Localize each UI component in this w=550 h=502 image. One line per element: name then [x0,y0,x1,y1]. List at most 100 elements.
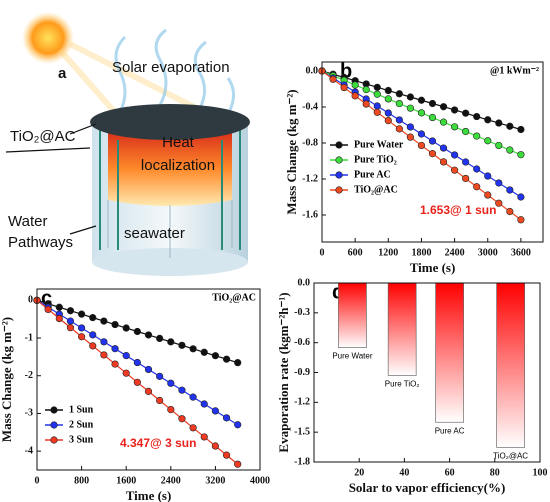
data-point [77,333,86,341]
data-point [428,137,437,145]
data-point [144,331,153,339]
x-tick-label: 2400 [445,247,465,258]
x-tick-label: 2400 [161,475,181,486]
x-axis-title: Time (s) [126,488,172,502]
illustration-text: Water [8,213,47,230]
section-line [107,200,233,258]
data-point [100,317,108,325]
data-point [395,116,403,124]
data-point [89,342,97,350]
illustration-text: Pathways [8,234,73,251]
data-point [517,216,525,224]
panel-note: TiO₂@AC [212,292,256,303]
data-point [417,130,426,138]
bar [338,282,367,348]
x-tick-label: 1600 [116,475,136,486]
legend-marker [335,186,343,194]
data-point [451,151,459,159]
y-tick-label: 0.0 [298,277,311,288]
data-point [211,407,219,415]
data-point [200,433,208,441]
illustration: a Solar evaporation TiO₂@AC Heat localiz… [5,12,250,276]
data-point [473,165,481,173]
data-point [439,103,448,111]
x-tick-label: 1800 [411,247,431,258]
data-point [517,125,525,134]
bar [435,282,464,423]
data-point [462,109,470,117]
data-point [506,146,514,154]
data-point [506,122,514,130]
plot-frame [321,61,544,243]
illustration-text: localization [141,157,215,174]
x-tick-label: 3600 [511,247,531,258]
data-point [384,116,392,125]
data-point [211,352,219,360]
data-point [100,338,108,346]
data-point [384,109,392,117]
data-point [484,137,492,145]
illustration-text: TiO₂@AC [10,128,76,145]
y-tick-label: -1.5 [294,426,310,437]
data-point [66,307,75,315]
legend-label: 1 Sun [69,404,94,415]
data-point [133,378,141,386]
legend-label: 2 Sun [69,419,94,430]
data-point [167,379,175,387]
data-point [451,123,459,131]
data-point [473,132,481,140]
data-point [406,93,415,101]
x-tick-label: 40 [399,467,409,478]
pathway-arrow [99,130,241,250]
data-point [178,341,186,349]
data-point [111,360,119,368]
data-point [66,317,75,325]
data-point [340,83,348,92]
x-axis-title: Solar to vapor efficiency(%) [349,480,506,495]
y-tick-label: -1.6 [302,209,318,220]
annotation: 1.653@ 1 sun [420,203,496,217]
data-point [133,358,141,367]
data-point [234,421,242,429]
data-point [384,86,392,95]
data-point [517,193,525,201]
data-point [234,359,242,367]
y-tick-label: 0 [28,295,33,306]
data-point [406,104,415,112]
data-point [156,334,164,342]
data-point [484,116,492,124]
data-point [178,415,186,423]
y-tick-label: -0.3 [294,307,310,318]
data-point [100,351,108,359]
data-point [439,118,448,126]
plot-frame [36,288,261,471]
data-point [144,387,153,395]
y-tick-label: 0.0 [306,65,319,76]
bar-label: Pure Water [332,352,372,361]
data-point [395,125,403,133]
y-tick-label: -4 [25,445,33,456]
data-point [200,348,208,356]
data-point [211,442,219,450]
x-axis-title: Time (s) [410,260,456,275]
data-point [89,314,97,322]
data-point [222,355,231,363]
data-point [495,119,503,127]
legend-label: TiO₂@AC [354,184,398,195]
legend-label: 3 Sun [69,434,94,445]
legend-marker [335,156,343,164]
annotation: 4.347@ 3 sun [120,436,196,450]
data-point [473,183,481,191]
data-point [222,451,231,459]
data-point [484,172,492,180]
bar-label: Pure TiO₂ [385,380,420,389]
data-point [417,109,426,117]
data-point [55,303,63,311]
sun-ray [57,41,202,120]
data-point [517,151,525,159]
data-point [178,386,186,394]
data-point [428,113,437,122]
y-tick-label: -3 [25,408,33,419]
sun [22,12,74,64]
